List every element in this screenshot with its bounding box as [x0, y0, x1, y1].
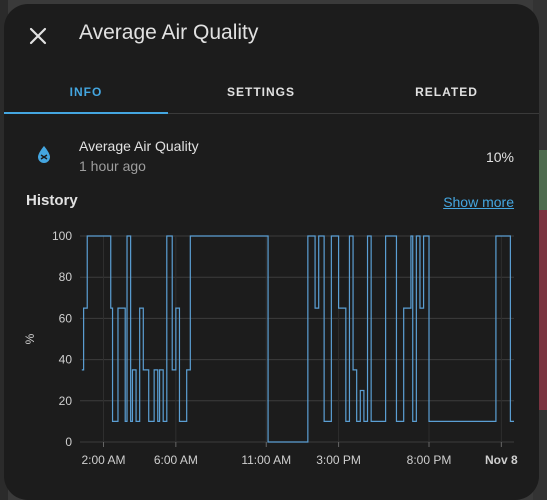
x-tick-label: 11:00 AM	[241, 453, 291, 467]
active-tab-indicator	[4, 112, 168, 114]
entity-state: 10%	[485, 149, 514, 165]
y-axis-label: %	[23, 333, 37, 344]
air-quality-droplet-icon	[38, 146, 50, 163]
y-tick-label: 0	[65, 435, 72, 449]
close-icon	[29, 27, 47, 45]
tab-bar: INFO SETTINGS RELATED	[4, 70, 539, 114]
entity-name: Average Air Quality	[79, 138, 199, 154]
history-title: History	[26, 192, 78, 209]
x-tick-label: 8:00 PM	[407, 453, 452, 467]
y-tick-label: 40	[59, 353, 73, 367]
more-info-dialog: Average Air Quality INFO SETTINGS RELATE…	[4, 4, 539, 500]
y-tick-label: 100	[52, 229, 72, 243]
y-tick-label: 80	[59, 270, 73, 284]
air-quality-series-line	[81, 235, 514, 443]
x-tick-label: 3:00 PM	[316, 453, 361, 467]
y-tick-label: 20	[59, 394, 73, 408]
dialog-title: Average Air Quality	[79, 21, 259, 44]
x-tick-label: 2:00 AM	[81, 453, 125, 467]
x-tick-label: Nov 8	[485, 453, 518, 467]
history-chart-svg: 0 20 40 60 80 100 2:00 AM 6:00 AM 11:00 AM 3:00 P…	[23, 229, 518, 467]
history-chart: 0 20 40 60 80 100 2:00 AM 6:00 AM 11:00 AM 3:00 P…	[4, 219, 539, 479]
close-button[interactable]	[24, 22, 52, 50]
tab-related[interactable]: RELATED	[415, 85, 478, 99]
y-tick-label: 60	[59, 311, 73, 325]
tab-info[interactable]: INFO	[69, 85, 103, 99]
show-more-link[interactable]: Show more	[443, 194, 514, 210]
entity-row[interactable]: Average Air Quality 1 hour ago 10%	[4, 132, 539, 182]
entity-last-changed: 1 hour ago	[79, 158, 146, 174]
background-card-green	[537, 150, 547, 210]
tab-settings[interactable]: SETTINGS	[226, 85, 295, 99]
background-card-red	[537, 210, 547, 410]
dialog-header: Average Air Quality	[4, 4, 539, 64]
x-tick-label: 6:00 AM	[154, 453, 198, 467]
